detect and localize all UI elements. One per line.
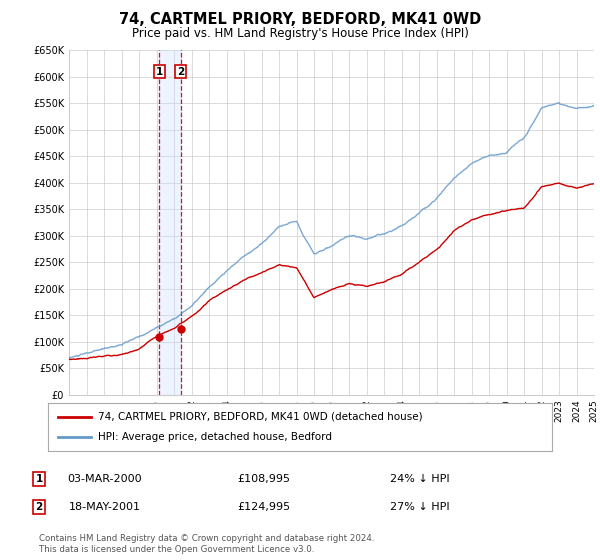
Text: 1: 1: [35, 474, 43, 484]
Text: 74, CARTMEL PRIORY, BEDFORD, MK41 0WD (detached house): 74, CARTMEL PRIORY, BEDFORD, MK41 0WD (d…: [98, 412, 423, 422]
Text: HPI: Average price, detached house, Bedford: HPI: Average price, detached house, Bedf…: [98, 432, 332, 442]
Text: 2: 2: [35, 502, 43, 512]
Text: 27% ↓ HPI: 27% ↓ HPI: [390, 502, 450, 512]
Text: £108,995: £108,995: [238, 474, 290, 484]
Text: 2: 2: [177, 67, 184, 77]
Text: 24% ↓ HPI: 24% ↓ HPI: [390, 474, 450, 484]
Text: Contains HM Land Registry data © Crown copyright and database right 2024.: Contains HM Land Registry data © Crown c…: [39, 534, 374, 543]
Text: 74, CARTMEL PRIORY, BEDFORD, MK41 0WD: 74, CARTMEL PRIORY, BEDFORD, MK41 0WD: [119, 12, 481, 27]
Text: 18-MAY-2001: 18-MAY-2001: [69, 502, 141, 512]
Text: 03-MAR-2000: 03-MAR-2000: [68, 474, 142, 484]
Text: Price paid vs. HM Land Registry's House Price Index (HPI): Price paid vs. HM Land Registry's House …: [131, 27, 469, 40]
Bar: [160, 50, 181, 395]
Text: 1: 1: [156, 67, 163, 77]
Text: £124,995: £124,995: [238, 502, 290, 512]
Text: This data is licensed under the Open Government Licence v3.0.: This data is licensed under the Open Gov…: [39, 545, 314, 554]
